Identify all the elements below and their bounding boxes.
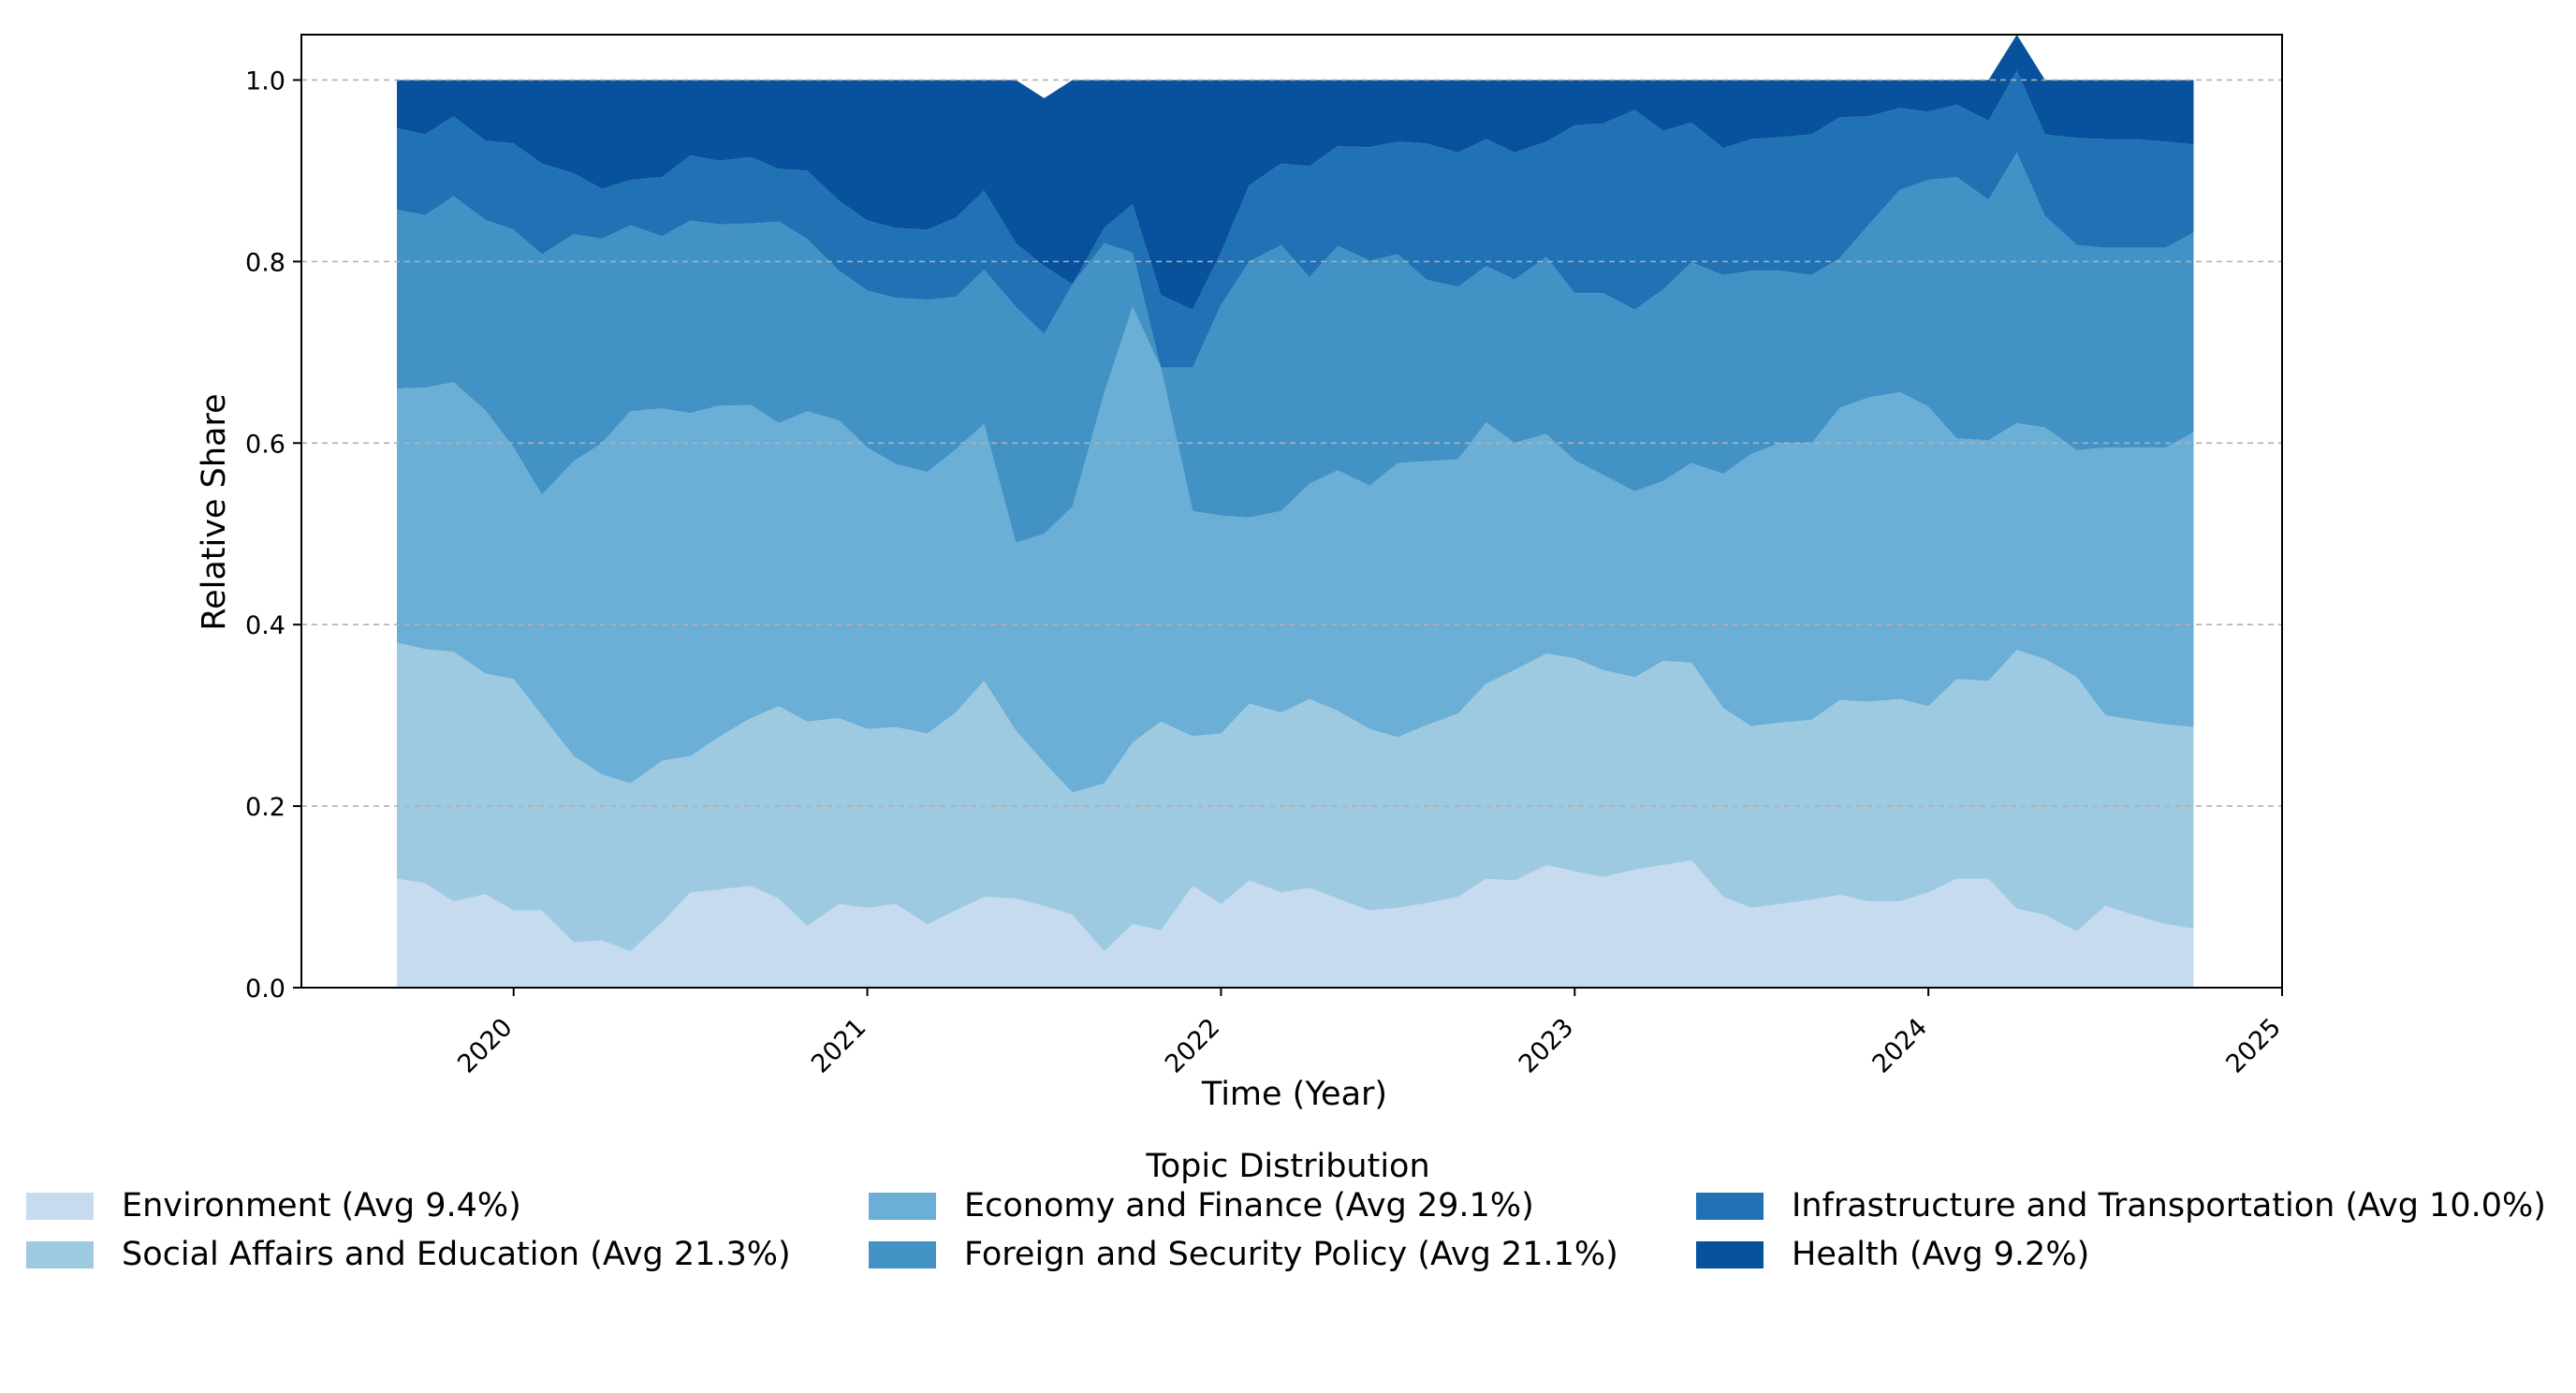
legend-title: Topic Distribution — [1146, 1148, 1430, 1185]
y-tick-label: 1.0 — [245, 66, 285, 95]
area-social-affairs-and-education — [397, 642, 2194, 952]
legend-swatch — [26, 1240, 94, 1268]
legend-swatch — [26, 1192, 94, 1220]
legend-swatch — [1696, 1240, 1764, 1268]
legend-label: Foreign and Security Policy (Avg 21.1%) — [964, 1236, 1618, 1273]
y-tick-label: 0.6 — [245, 430, 285, 459]
area-layer — [397, 35, 2194, 988]
legend-swatch — [1696, 1192, 1764, 1220]
legend-swatch — [869, 1192, 936, 1220]
legend-entry-infrastructure: Infrastructure and Transportation (Avg 1… — [1696, 1187, 2546, 1224]
legend-label: Economy and Finance (Avg 29.1%) — [964, 1187, 1534, 1224]
y-axis-label: Relative Share — [196, 393, 233, 630]
plot-frame — [300, 34, 2283, 989]
area-foreign-and-security-policy — [397, 153, 2194, 543]
area-infrastructure-and-transportation — [397, 70, 2194, 368]
legend-swatch — [869, 1240, 936, 1268]
y-tick-label: 0.0 — [245, 975, 285, 1004]
x-axis-label: Time (Year) — [1201, 1076, 1387, 1113]
legend-label: Infrastructure and Transportation (Avg 1… — [1792, 1187, 2546, 1224]
legend-label: Health (Avg 9.2%) — [1792, 1236, 2090, 1273]
legend-label: Social Affairs and Education (Avg 21.3%) — [122, 1236, 791, 1273]
area-economy-and-finance — [397, 306, 2194, 793]
legend-label: Environment (Avg 9.4%) — [122, 1187, 521, 1224]
legend-entry-foreign-policy: Foreign and Security Policy (Avg 21.1%) — [869, 1236, 1618, 1273]
legend-entry-environment: Environment (Avg 9.4%) — [26, 1187, 521, 1224]
legend-entry-economy: Economy and Finance (Avg 29.1%) — [869, 1187, 1534, 1224]
y-tick-label: 0.2 — [245, 793, 285, 822]
legend-entry-social-affairs: Social Affairs and Education (Avg 21.3%) — [26, 1236, 791, 1273]
legend-entry-health: Health (Avg 9.2%) — [1696, 1236, 2089, 1273]
y-tick-label: 0.4 — [245, 611, 285, 640]
y-tick-label: 0.8 — [245, 248, 285, 277]
area-health — [397, 35, 2194, 310]
area-environment — [397, 860, 2194, 988]
